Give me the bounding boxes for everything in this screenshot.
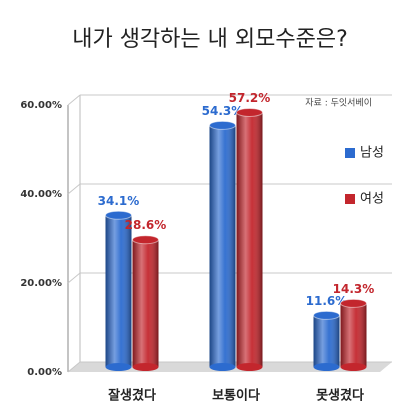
bar-bottom [340,363,367,371]
bar-shade [209,125,236,368]
chart-title: 내가 생각하는 내 외모수준은? [72,27,348,52]
grid-depth [67,272,81,284]
bar-bottom [105,363,132,371]
value-label: 28.6% [125,218,167,232]
legend-swatch [345,148,355,158]
y-tick-label: 60.00% [20,100,62,111]
legend-label: 남성 [360,146,384,161]
bar-shade [340,303,367,367]
x-tick-label: 잘생겼다 [108,388,156,404]
bar-bottom [132,363,159,371]
x-tick-label: 못생겼다 [316,388,364,404]
value-label: 54.3% [202,104,244,118]
grid-depth [67,94,81,106]
value-label: 34.1% [98,194,140,208]
value-label: 14.3% [333,282,375,296]
bar-top [313,310,340,320]
bar-bottom [209,363,236,371]
legend-label: 여성 [360,192,384,207]
x-tick-label: 보통이다 [212,388,260,404]
bar-shade [132,239,159,367]
bar-top [340,298,367,308]
value-label: 57.2% [229,91,271,105]
source-note: 자료 : 두잇서베이 [305,97,372,109]
bar-top [209,120,236,130]
grid-depth [67,361,81,373]
legend-swatch [345,194,355,204]
y-tick-label: 0.00% [27,367,62,378]
bar-shade [105,215,132,367]
value-label: 11.6% [306,294,348,308]
bar-top [105,210,132,220]
grid-depth [67,183,81,195]
bar-shade [236,112,263,368]
y-tick-label: 20.00% [20,278,62,289]
bar-bottom [313,363,340,371]
bar-shade [313,315,340,367]
bar-bottom [236,363,263,371]
bar-top [236,107,263,117]
y-tick-label: 40.00% [20,189,62,200]
bar-top [132,235,159,245]
